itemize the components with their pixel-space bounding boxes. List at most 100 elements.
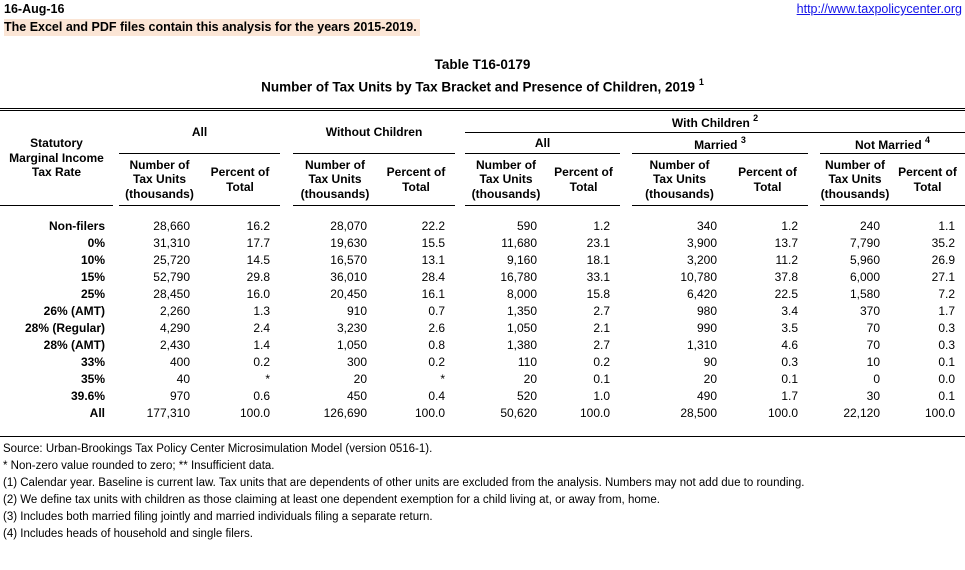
cell-value: 16,780 xyxy=(500,270,538,284)
cell-value: 0.3 xyxy=(781,355,799,369)
cell-value: 1,050 xyxy=(336,338,367,352)
percent-header-line2: Total xyxy=(402,179,430,194)
col-header-number-without-children: Number of Tax Units (thousands) xyxy=(293,153,377,206)
column-gap xyxy=(620,405,632,422)
cell-value: 14.5 xyxy=(246,253,270,267)
cell-value: 1,350 xyxy=(506,304,538,318)
cell-value: 36,010 xyxy=(330,270,367,284)
column-gap xyxy=(808,337,820,354)
column-gap xyxy=(455,206,465,235)
cell-value: 40 xyxy=(176,372,190,386)
number-header-line2: Tax Units xyxy=(828,172,882,187)
cell-value: 126,690 xyxy=(323,406,367,420)
cell-value: 0.1 xyxy=(938,389,956,403)
cell-value: 110 xyxy=(517,355,538,369)
col-header-percent-wc-all: Percent of Total xyxy=(547,153,621,206)
cell-value: * xyxy=(440,372,446,386)
col-header-number-all: Number of Tax Units (thousands) xyxy=(119,153,200,206)
cell-value: 7,790 xyxy=(849,236,881,250)
table-row: Non-filers 28,660 16.2 28,070 22.2 590 1.2 340 1… xyxy=(0,206,965,235)
cell-value: 990 xyxy=(696,321,718,335)
cell-value: 9,160 xyxy=(506,253,538,267)
column-gap xyxy=(280,111,293,206)
cell-value: 0.3 xyxy=(938,338,956,352)
cell-value: 3.5 xyxy=(781,321,799,335)
cell-value: 25,720 xyxy=(153,253,190,267)
column-gap xyxy=(808,388,820,405)
table-row: 0% 31,310 17.7 19,630 15.5 11,680 23.1 3,900 13.… xyxy=(0,235,965,252)
cell-value: 100.0 xyxy=(239,406,270,420)
column-gap xyxy=(280,235,293,252)
banner-row: The Excel and PDF files contain this ana… xyxy=(0,16,965,36)
cell-value: 0.8 xyxy=(428,338,446,352)
column-gap xyxy=(620,269,632,286)
table-body: Non-filers 28,660 16.2 28,070 22.2 590 1.2 340 1… xyxy=(0,206,965,422)
column-gap xyxy=(455,303,465,320)
cell-value: 13.1 xyxy=(421,253,446,267)
row-label-tax-rate: 10% xyxy=(80,253,105,267)
column-gap xyxy=(808,405,820,422)
cell-value: 28.4 xyxy=(421,270,446,284)
table-row: 15% 52,790 29.8 36,010 28.4 16,780 33.1 10,780 3… xyxy=(0,269,965,286)
column-gap xyxy=(620,286,632,303)
cell-value: 1.7 xyxy=(938,304,956,318)
cell-value: 16.1 xyxy=(421,287,446,301)
cell-value: 5,960 xyxy=(849,253,881,267)
number-header-line3: (thousands) xyxy=(645,186,714,201)
cell-value: 1.0 xyxy=(593,389,611,403)
column-gap xyxy=(455,111,465,206)
col-header-percent-without-children: Percent of Total xyxy=(377,153,456,206)
cell-value: 177,310 xyxy=(146,406,190,420)
column-gap xyxy=(808,371,820,388)
cell-value: 1.2 xyxy=(781,219,799,234)
column-gap xyxy=(455,337,465,354)
row-label-tax-rate: 26% (AMT) xyxy=(43,304,105,318)
cell-value: 100.0 xyxy=(924,406,956,420)
taxpolicycenter-link[interactable]: http://www.taxpolicycenter.org xyxy=(796,2,962,16)
cell-value: 970 xyxy=(169,389,190,403)
column-gap xyxy=(280,388,293,405)
cell-value: 15.5 xyxy=(421,236,446,250)
cell-value: 30 xyxy=(866,389,881,403)
percent-header-line1: Percent of xyxy=(554,165,613,179)
cell-value: 37.8 xyxy=(774,270,799,284)
title-footnote-marker: 1 xyxy=(698,77,704,87)
subgroup-header-wc-all: All xyxy=(465,132,621,154)
cell-value: 28,070 xyxy=(330,219,367,234)
cell-value: 15.8 xyxy=(586,287,611,301)
column-gap xyxy=(620,337,632,354)
column-gap xyxy=(620,388,632,405)
column-gap xyxy=(280,337,293,354)
subgroup-header-married: Married 3 xyxy=(632,132,809,154)
cell-value: 27.1 xyxy=(931,270,956,284)
column-gap xyxy=(455,320,465,337)
cell-value: 28,500 xyxy=(680,406,718,420)
cell-value: 6,000 xyxy=(849,270,881,284)
cell-value: 16,570 xyxy=(330,253,367,267)
number-header-line3: (thousands) xyxy=(471,186,541,201)
column-gap xyxy=(808,303,820,320)
percent-header-line1: Percent of xyxy=(210,165,270,179)
column-gap xyxy=(808,286,820,303)
column-gap xyxy=(808,133,820,206)
table-number-title: Table T16-0179 xyxy=(434,57,531,72)
column-gap xyxy=(620,354,632,371)
cell-value: 1,580 xyxy=(849,287,881,301)
group-header-without-children: Without Children xyxy=(293,110,456,154)
col-header-number-married: Number of Tax Units (thousands) xyxy=(632,153,728,206)
column-gap xyxy=(280,252,293,269)
cell-value: 0.3 xyxy=(938,321,956,335)
table-bottom-rule xyxy=(0,435,965,437)
cell-value: 8,000 xyxy=(506,287,538,301)
percent-header-line2: Total xyxy=(913,179,942,194)
footnote: (1) Calendar year. Baseline is current l… xyxy=(3,476,805,489)
number-header-line3: (thousands) xyxy=(125,186,194,201)
cell-value: 240 xyxy=(859,219,881,234)
cell-value: 340 xyxy=(696,219,718,234)
cell-value: 490 xyxy=(696,389,718,403)
percent-header-line2: Total xyxy=(569,179,598,194)
rate-header-line3: Tax Rate xyxy=(31,165,82,179)
cell-value: 1,380 xyxy=(506,338,538,352)
cell-value: 1.3 xyxy=(253,304,270,318)
cell-value: 10 xyxy=(866,355,881,369)
